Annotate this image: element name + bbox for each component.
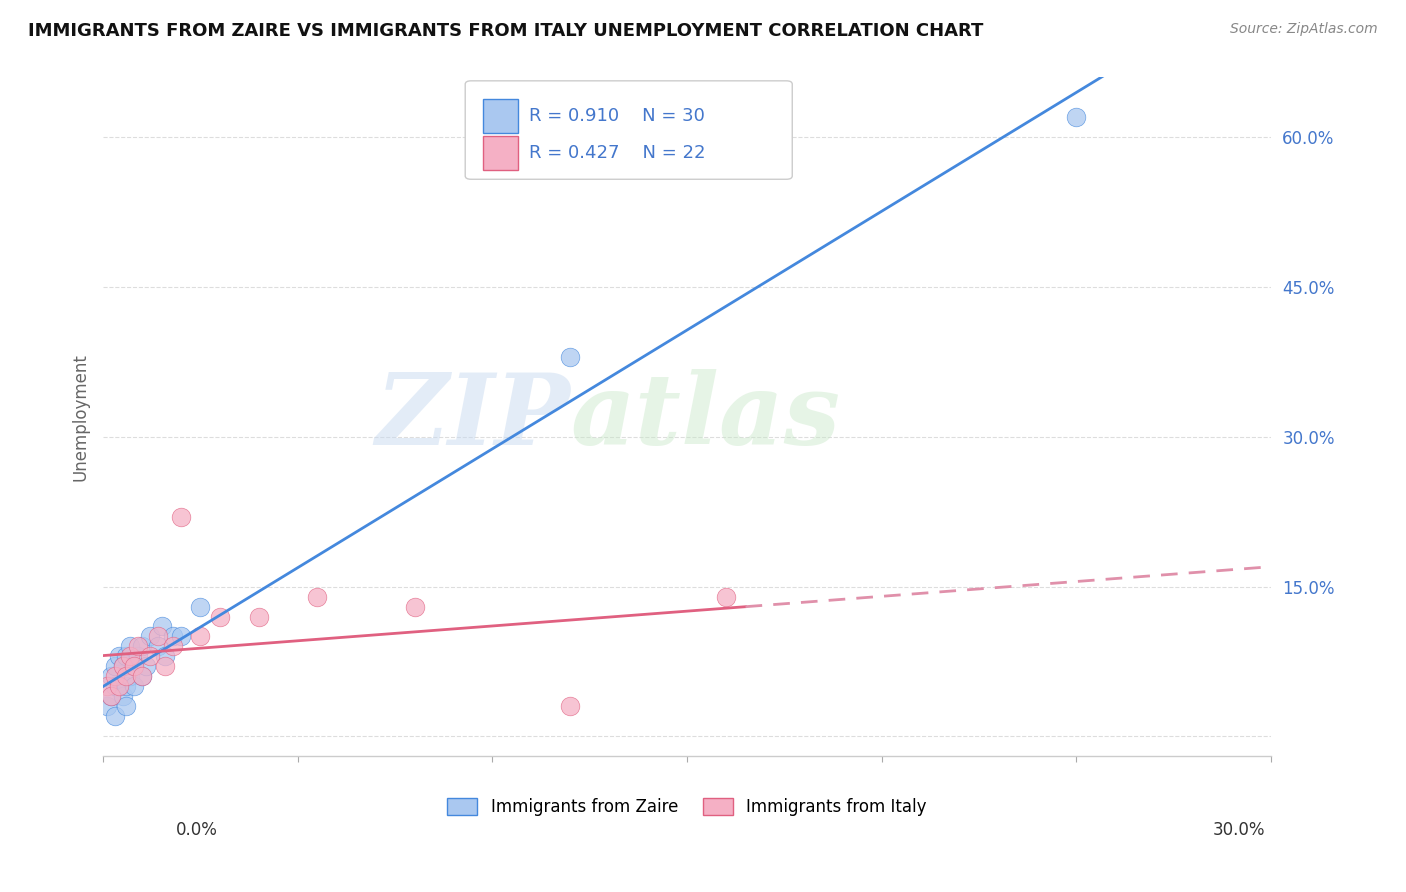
- Point: [127, 649, 149, 664]
- Point: [162, 640, 184, 654]
- Point: [307, 590, 329, 604]
- Point: [139, 649, 162, 664]
- Point: [127, 640, 149, 654]
- Point: [1066, 111, 1088, 125]
- Text: 30.0%: 30.0%: [1213, 821, 1265, 838]
- Point: [115, 679, 138, 693]
- Point: [107, 679, 129, 693]
- Point: [115, 669, 138, 683]
- Point: [247, 609, 270, 624]
- Point: [115, 649, 138, 664]
- Point: [96, 699, 118, 714]
- Point: [131, 669, 153, 683]
- Point: [135, 659, 157, 673]
- Point: [120, 669, 142, 683]
- Text: R = 0.910    N = 30: R = 0.910 N = 30: [530, 107, 706, 125]
- Y-axis label: Unemployment: Unemployment: [72, 353, 89, 481]
- Point: [560, 350, 582, 364]
- Point: [131, 640, 153, 654]
- Point: [146, 630, 169, 644]
- Point: [162, 630, 184, 644]
- Bar: [482, 99, 517, 133]
- Point: [190, 599, 212, 614]
- Point: [714, 590, 737, 604]
- Point: [111, 659, 134, 673]
- Point: [100, 690, 122, 704]
- Text: atlas: atlas: [571, 368, 841, 465]
- Point: [104, 669, 127, 683]
- Point: [208, 609, 231, 624]
- Point: [146, 640, 169, 654]
- Text: ZIP: ZIP: [375, 368, 571, 465]
- Point: [107, 679, 129, 693]
- Text: IMMIGRANTS FROM ZAIRE VS IMMIGRANTS FROM ITALY UNEMPLOYMENT CORRELATION CHART: IMMIGRANTS FROM ZAIRE VS IMMIGRANTS FROM…: [28, 22, 983, 40]
- Point: [131, 669, 153, 683]
- FancyBboxPatch shape: [465, 81, 792, 179]
- Point: [96, 679, 118, 693]
- Text: Source: ZipAtlas.com: Source: ZipAtlas.com: [1230, 22, 1378, 37]
- Point: [100, 690, 122, 704]
- Point: [104, 709, 127, 723]
- Point: [120, 640, 142, 654]
- Point: [170, 630, 193, 644]
- Point: [104, 659, 127, 673]
- Point: [124, 659, 146, 673]
- Legend: Immigrants from Zaire, Immigrants from Italy: Immigrants from Zaire, Immigrants from I…: [440, 791, 934, 822]
- Point: [124, 679, 146, 693]
- Point: [150, 619, 173, 633]
- Point: [111, 659, 134, 673]
- Point: [107, 649, 129, 664]
- Point: [190, 630, 212, 644]
- Text: R = 0.427    N = 22: R = 0.427 N = 22: [530, 144, 706, 162]
- Text: 0.0%: 0.0%: [176, 821, 218, 838]
- Point: [139, 630, 162, 644]
- Point: [155, 659, 177, 673]
- Point: [560, 699, 582, 714]
- Point: [100, 669, 122, 683]
- Point: [120, 649, 142, 664]
- Point: [170, 509, 193, 524]
- Point: [115, 699, 138, 714]
- Point: [124, 659, 146, 673]
- Bar: [482, 136, 517, 170]
- Point: [155, 649, 177, 664]
- Point: [404, 599, 426, 614]
- Point: [111, 690, 134, 704]
- Point: [104, 679, 127, 693]
